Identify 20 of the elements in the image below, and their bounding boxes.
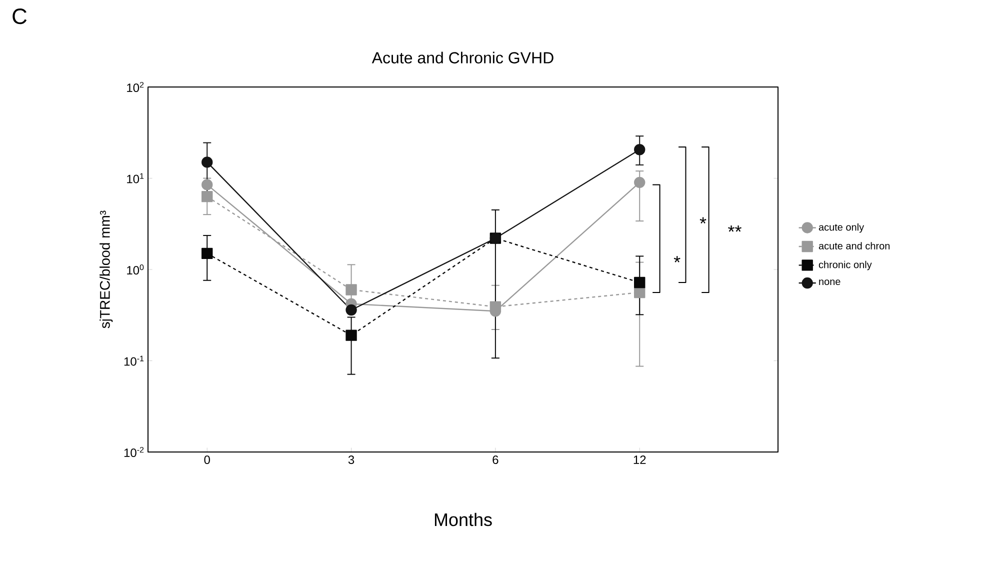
annotation: * (700, 217, 706, 224)
legend-label: chronic only (818, 260, 872, 270)
x-axis-title: Months (434, 512, 492, 526)
y-tick-label: 10$^{-2}$ (124, 446, 144, 458)
y-tick-label: 10$^{2}$ (127, 82, 144, 92)
legend-label: none (819, 280, 840, 286)
text: C (12, 8, 27, 24)
legend-label: acute and chron (818, 242, 890, 250)
x-tick-label: 0 (204, 456, 210, 464)
y-tick-label: 10$^{-1}$ (124, 356, 144, 366)
legend-label: acute only (818, 223, 864, 233)
x-tick-label: 6 (492, 456, 498, 464)
y-axis-title: sjTREC/blood mm³ (100, 210, 113, 328)
y-tick-label: 10$^{0}$ (127, 264, 144, 275)
annotation: ** (728, 225, 742, 232)
y-tick-label: 10$^{1}$ (127, 173, 144, 184)
x-tick-label: 12 (634, 456, 646, 464)
x-tick-label: 3 (348, 456, 354, 464)
chart-title: Acute and Chronic GVHD (372, 52, 554, 64)
annotation: * (674, 256, 680, 262)
